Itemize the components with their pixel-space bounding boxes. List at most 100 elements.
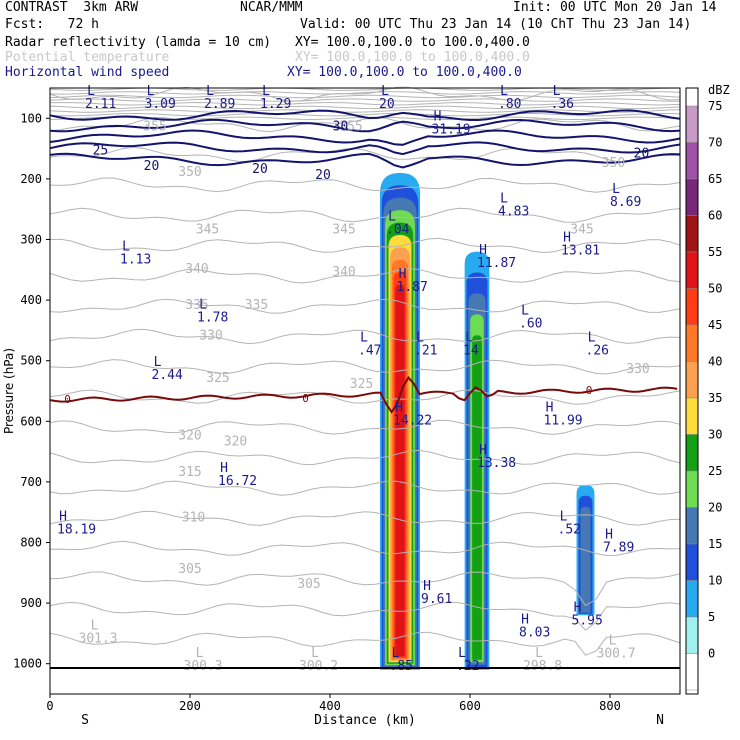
wind-extremum-value: .21	[414, 344, 437, 359]
wind-extremum-value: 1.87	[397, 280, 428, 295]
theta-extremum-value: 301.3	[79, 631, 118, 646]
wind-extremum-value: .04	[386, 222, 410, 237]
wind-extremum-letter: L	[206, 84, 214, 99]
field-reflectivity-xy: XY= 100.0,100.0 to 100.0,400.0	[295, 35, 530, 50]
wind-extremum-value: 14.22	[393, 413, 432, 428]
colorbar-swatch	[685, 251, 699, 289]
colorbar-swatch	[685, 653, 699, 691]
wind-extremum-letter: L	[154, 355, 162, 370]
theta-strat-contour-1	[49, 91, 681, 95]
wind-contour-2	[49, 129, 681, 146]
wind-extremum-value: .22	[456, 659, 479, 674]
theta-extremum-letter: L	[609, 634, 617, 649]
wind-extremum-letter: L	[458, 646, 466, 661]
colorbar-level-label: 75	[708, 99, 722, 113]
theta-label: 305	[297, 577, 320, 592]
theta-extremum-letter: L	[196, 646, 204, 661]
theta-label: 325	[206, 371, 229, 386]
x-tick-label: 0	[46, 699, 53, 713]
wind-contour-1	[49, 118, 681, 133]
wind-extremum-letter: L	[87, 84, 95, 99]
wind-extremum-value: 13.81	[561, 244, 600, 259]
theta-contour-15	[49, 540, 681, 557]
theta-extremum-letter: L	[91, 618, 99, 633]
wind-extremum-letter: H	[434, 109, 442, 124]
theta-contour-9	[49, 359, 681, 375]
x-tick-label: 400	[319, 699, 341, 713]
wind-extremum-letter: L	[588, 331, 596, 346]
wind-extremum-letter: H	[574, 600, 582, 615]
south-label: S	[81, 713, 89, 728]
colorbar-level-label: 20	[708, 501, 722, 515]
colorbar-level-label: 70	[708, 136, 722, 150]
theta-contour-16	[49, 571, 681, 607]
wind-extremum-letter: L	[360, 331, 368, 346]
x-axis-label: Distance (km)	[314, 713, 416, 728]
wind-extremum-value: 7.89	[603, 541, 634, 556]
theta-contour-3	[49, 177, 681, 193]
valid-time: Valid: 00 UTC Thu 23 Jan 14 (10 ChT Thu …	[300, 17, 692, 32]
wind-extremum-value: 11.99	[544, 413, 583, 428]
wind-extremum-value: 4.83	[498, 204, 529, 219]
colorbar-level-label: 55	[708, 245, 722, 259]
wind-extremum-letter: L	[199, 297, 207, 312]
wind-contour-0	[49, 109, 681, 121]
wind-extremum-letter: L	[553, 84, 561, 99]
colorbar-swatch	[685, 215, 699, 253]
colorbar-level-label: 60	[708, 209, 722, 223]
colorbar-swatch	[685, 361, 699, 399]
x-tick-label: 600	[459, 699, 481, 713]
zero-isotherm-label: 0	[586, 384, 593, 397]
colorbar-swatch	[685, 178, 699, 216]
colorbar-frame	[685, 87, 699, 695]
theta-contour-7	[49, 298, 681, 314]
theta-label: 355	[339, 119, 362, 134]
theta-label: 305	[178, 562, 201, 577]
colorbar-swatch	[685, 470, 699, 508]
wind-extremum-value: 3.09	[145, 97, 176, 112]
zero-isotherm	[49, 375, 678, 414]
y-tick-label: 700	[20, 475, 42, 489]
theta-strat-contour-3	[49, 98, 681, 102]
y-tick-label: 200	[20, 172, 42, 186]
colorbar-level-label: 35	[708, 391, 722, 405]
field-theta: Potential temperature	[5, 50, 170, 65]
wind-extremum-letter: L	[465, 331, 473, 346]
theta-label: 350	[178, 165, 201, 180]
theta-label: 335	[245, 298, 268, 313]
wind-extremum-value: .80	[498, 97, 521, 112]
wind-extremum-letter: L	[560, 509, 568, 524]
plot-frame	[49, 87, 681, 695]
field-theta-xy: XY= 100.0,100.0 to 100.0,400.0	[295, 50, 530, 65]
theta-label: 355	[143, 119, 166, 134]
theta-label: 330	[199, 328, 222, 343]
theta-label: 330	[626, 362, 649, 377]
theta-contour-10	[49, 389, 681, 405]
wind-extremum-value: .26	[586, 344, 609, 359]
wind-contour-label: 20	[144, 159, 160, 174]
wind-extremum-letter: H	[605, 528, 613, 543]
x-tick-label: 200	[179, 699, 201, 713]
theta-extremum-value: 300.2	[299, 659, 338, 674]
wind-extremum-value: 1.29	[260, 97, 291, 112]
theta-contour-4	[49, 207, 681, 223]
wind-contour-label: 20	[634, 147, 650, 162]
colorbar-level-label: 50	[708, 282, 722, 296]
theta-contour-0	[49, 86, 681, 102]
theta-label: 345	[332, 222, 355, 237]
wind-extremum-value: 2.89	[204, 97, 235, 112]
reflectivity-cell-1-dbz-30	[472, 335, 482, 660]
wind-contour-4	[49, 152, 681, 169]
wind-contour-3	[49, 141, 681, 156]
theta-label: 325	[350, 377, 373, 392]
colorbar-swatch	[685, 397, 699, 435]
colorbar-swatch	[685, 616, 699, 654]
field-reflectivity: Radar reflectivity (lamda = 10 cm)	[5, 35, 272, 50]
theta-strat-contour-7	[49, 112, 681, 117]
wind-extremum-letter: L	[521, 303, 529, 318]
wind-extremum-letter: L	[416, 331, 424, 346]
x-tick-label: 800	[599, 699, 621, 713]
theta-contour-6	[49, 268, 681, 284]
y-tick-label: 100	[20, 111, 42, 125]
